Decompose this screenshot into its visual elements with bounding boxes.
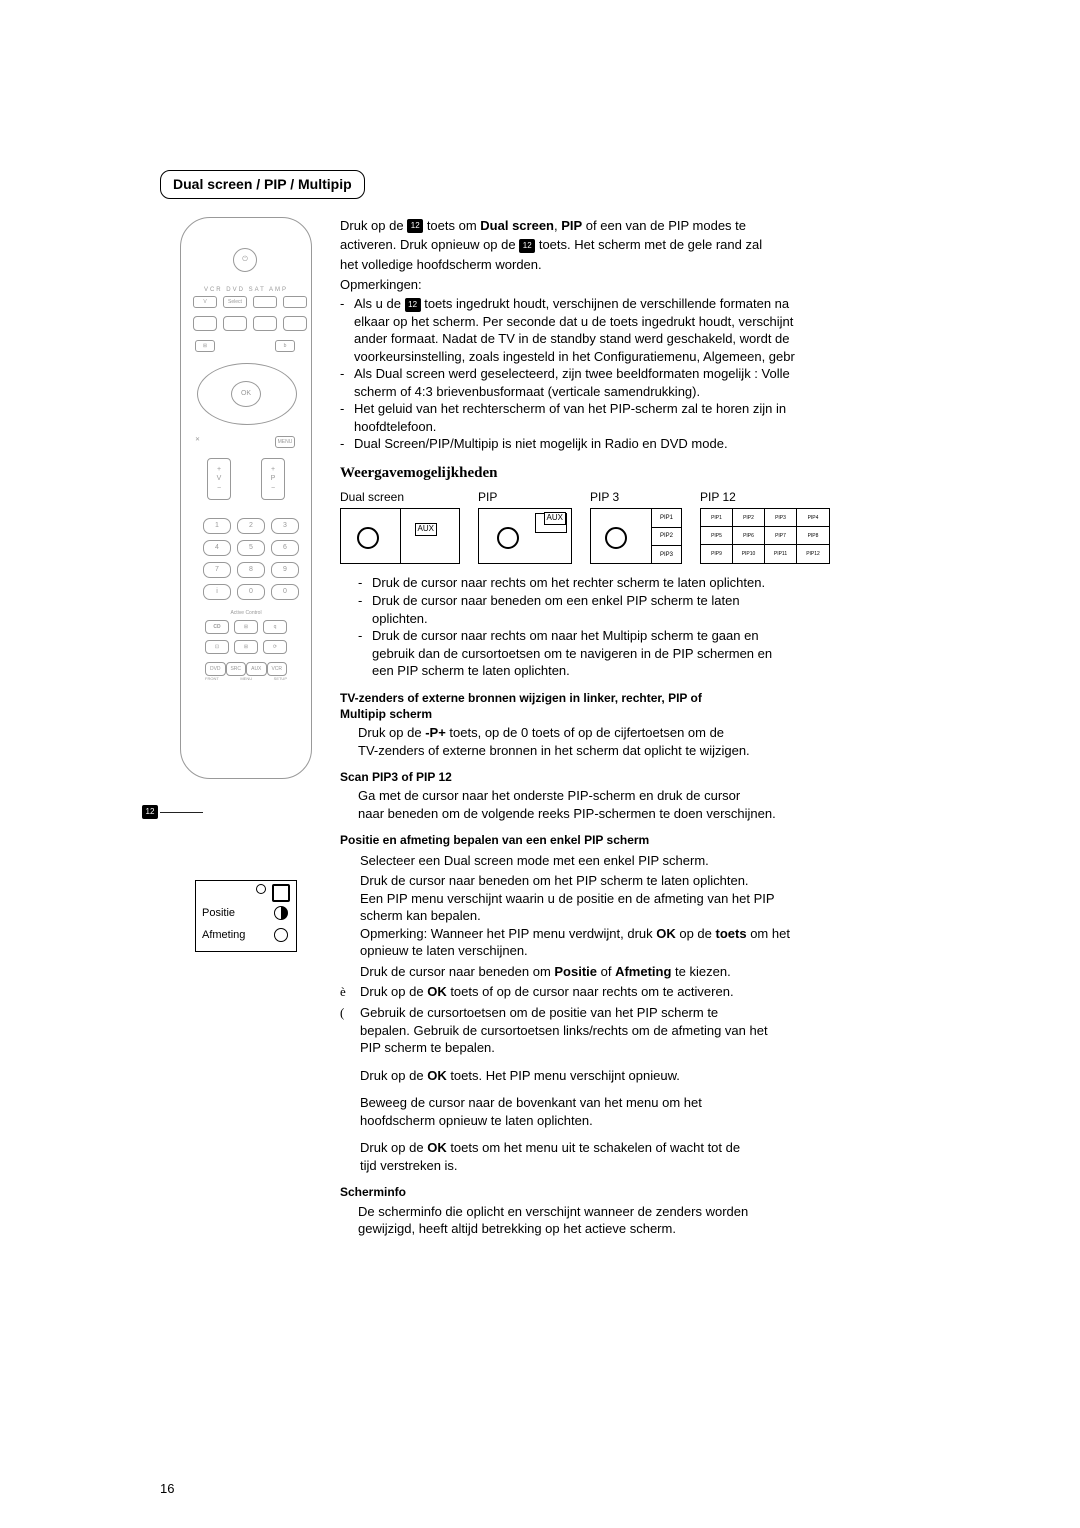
keypad: 1 2 3 4 5 6 7 8 9 i 0 0: [203, 518, 297, 600]
program-rocker: +P−: [261, 458, 285, 500]
callout-label: 12: [142, 805, 158, 820]
cd-button: CD: [205, 620, 229, 634]
digit-key: 6: [271, 540, 299, 556]
mode-button: [283, 296, 307, 308]
color-button: [223, 316, 247, 331]
digit-key: 7: [203, 562, 231, 578]
digit-key: 0: [271, 584, 299, 600]
source-button: DVD: [205, 662, 226, 676]
key-icon: 12: [407, 219, 423, 233]
icon-button: ⊡: [205, 640, 229, 654]
sublabel: SETUP: [274, 676, 287, 681]
digit-key: 0: [237, 584, 265, 600]
mode-diagrams: Dual screen AUX PIP AUX PIP 3: [340, 489, 880, 564]
ok-button: OK: [231, 381, 261, 407]
color-button: [193, 316, 217, 331]
mute-icon: ✕: [195, 436, 200, 448]
subsection-heading: Scan PIP3 of PIP 12: [340, 769, 880, 785]
digit-key: 1: [203, 518, 231, 534]
digit-key: i: [203, 584, 231, 600]
volume-rocker: +V−: [207, 458, 231, 500]
key-icon: 12: [519, 239, 535, 253]
device-labels: VCR DVD SAT AMP: [181, 286, 311, 294]
digit-key: 5: [237, 540, 265, 556]
menu-button: MENU: [275, 436, 295, 448]
power-icon: ⏻: [233, 248, 257, 272]
small-button: ⊞: [195, 340, 215, 352]
dual-screen-diagram: AUX: [340, 508, 460, 564]
source-button: SRC: [226, 662, 247, 676]
digit-key: 2: [237, 518, 265, 534]
mode-button: [253, 296, 277, 308]
subsection-heading: Positie en afmeting bepalen van een enke…: [340, 832, 880, 848]
small-button: b: [275, 340, 295, 352]
pip-menu-diagram: Positie Afmeting: [195, 880, 297, 952]
subsection-heading: Scherminfo: [340, 1184, 880, 1200]
key-icon: 12: [405, 298, 421, 312]
color-button: [283, 316, 307, 331]
section-title: Dual screen / PIP / Multipip: [160, 170, 365, 199]
pip12-diagram: PIP1PIP2PIP3PIP4 PIP5PIP6PIP7PIP8 PIP9PI…: [700, 508, 830, 564]
mode-button: Select: [223, 296, 247, 308]
mode-button: V: [193, 296, 217, 308]
remote-illustration: ⏻ VCR DVD SAT AMP V Select ⊞ b: [180, 217, 312, 779]
remote-column: ⏻ VCR DVD SAT AMP V Select ⊞ b: [160, 217, 330, 779]
pip-diagram: AUX: [478, 508, 572, 564]
icon-button: ⟳: [263, 640, 287, 654]
subsection-heading: TV-zenders of externe bronnen wijzigen i…: [340, 690, 880, 722]
source-button: AUX: [246, 662, 267, 676]
source-button: VCR: [267, 662, 288, 676]
pip-button: ⊞: [234, 620, 258, 634]
callout-line: [160, 812, 203, 813]
sublabel: MENU: [240, 676, 252, 681]
digit-key: 9: [271, 562, 299, 578]
page-number: 16: [160, 1480, 174, 1498]
body-text: Druk op de 12 toets om Dual screen, PIP …: [330, 217, 880, 1240]
icon-button: ⊞: [234, 640, 258, 654]
color-button: [253, 316, 277, 331]
subheading: Weergavemogelijkheden: [340, 463, 880, 483]
digit-key: 8: [237, 562, 265, 578]
digit-key: 3: [271, 518, 299, 534]
pip3-diagram: PIP1 PIP2 PIP3: [590, 508, 682, 564]
active-control-label: Active Control: [181, 610, 311, 617]
sublabel: FRONT: [205, 676, 219, 681]
format-button: q: [263, 620, 287, 634]
digit-key: 4: [203, 540, 231, 556]
